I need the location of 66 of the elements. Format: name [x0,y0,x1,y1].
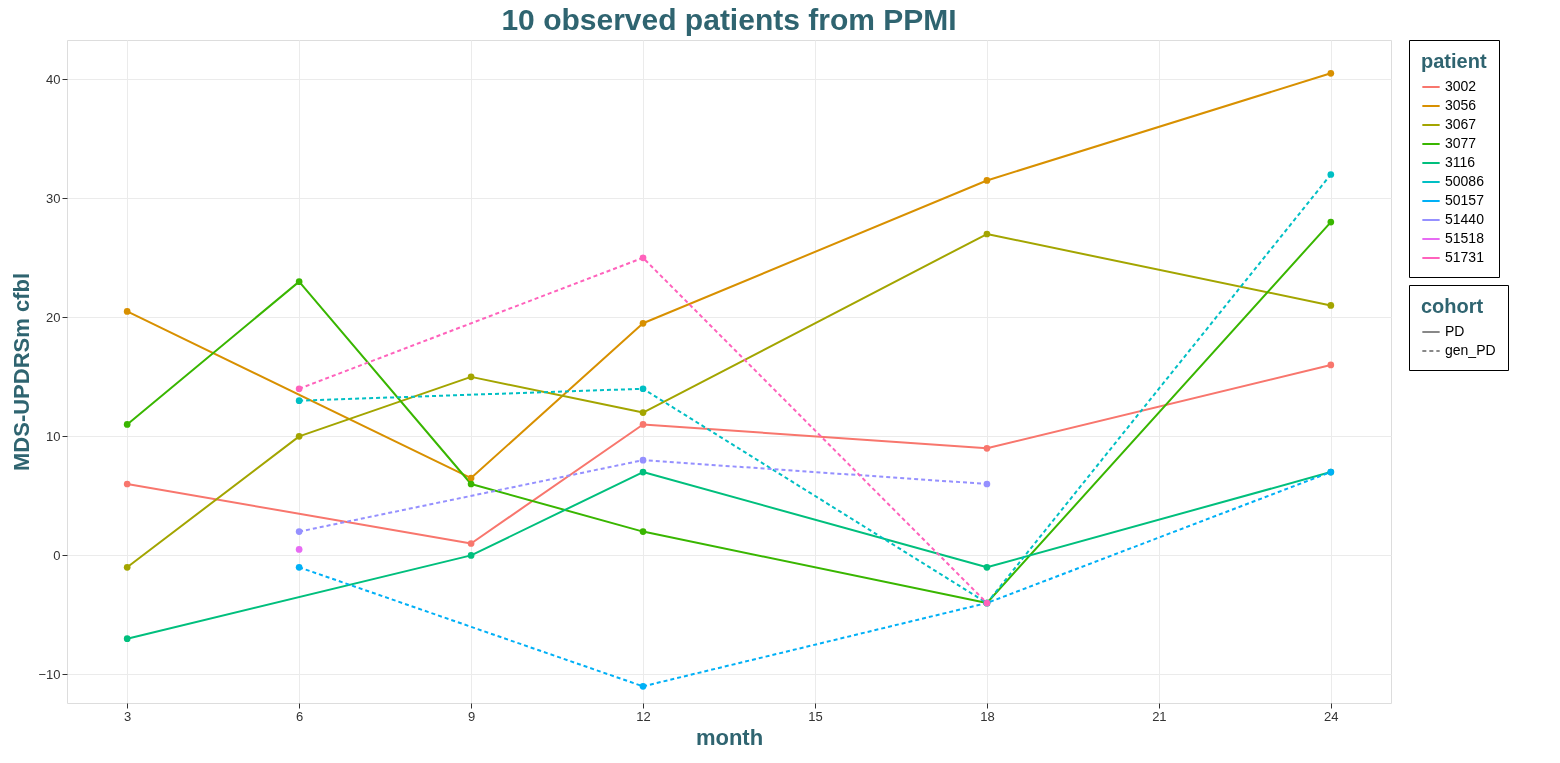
point [123,635,131,643]
legend-label: 51731 [1445,249,1485,265]
point [1327,171,1335,178]
point [639,254,647,262]
point [467,480,475,488]
legend-label: 50086 [1445,173,1485,189]
point [639,528,647,535]
point [467,552,475,559]
x-tick-label: 15 [808,708,823,724]
point [123,563,131,571]
point [639,682,647,690]
point [983,480,991,488]
legend-label: 3116 [1445,154,1476,170]
y-tick-label: −10 [38,666,61,682]
point [983,230,991,238]
x-axis-title: month [695,724,764,750]
y-tick-label: 10 [46,428,61,444]
legend-label: 3077 [1445,135,1477,151]
point [123,421,131,428]
point [639,421,647,428]
y-tick-label: 0 [53,547,61,563]
point [467,474,475,482]
x-tick-label: 12 [636,708,651,724]
point [639,456,647,464]
point [1327,218,1335,226]
point [295,397,303,405]
y-tick-label: 30 [46,190,61,206]
point [295,385,303,393]
point [983,177,991,184]
point [639,385,647,393]
point [123,308,131,315]
legend-label: 3056 [1445,97,1477,113]
x-tick-label: 9 [467,708,476,724]
point [983,563,991,571]
text: cohort [1421,295,1484,317]
legend-label: 3067 [1445,116,1477,132]
point [1327,69,1335,77]
legend-label: 50157 [1445,192,1485,208]
point [295,278,303,285]
legend-label: 51518 [1445,230,1485,246]
point [467,373,475,381]
point [295,528,303,535]
chart-title: 10 observed patients from PPMI [501,2,957,36]
x-tick-label: 6 [296,708,304,724]
x-tick-label: 3 [124,708,132,724]
point [983,444,991,452]
y-tick-label: 20 [46,309,61,325]
y-axis-title: MDS-UPDRSm cfbl [9,272,35,472]
text: PD [1445,323,1465,339]
y-tick-label: 40 [46,71,61,87]
point [295,433,303,440]
text: patient [1421,50,1487,72]
x-tick-label: 21 [1152,708,1167,724]
x-tick-label: 24 [1324,708,1339,724]
point [1327,361,1335,369]
point [639,468,647,476]
point [295,563,303,571]
point [639,319,647,327]
point [467,540,475,547]
legend-label: 3002 [1445,78,1477,94]
point [123,480,131,488]
x-tick-label: 18 [980,708,995,724]
point [1327,302,1335,309]
text: gen_PD [1445,342,1496,358]
point [639,409,647,416]
legend-label: 51440 [1445,211,1485,227]
